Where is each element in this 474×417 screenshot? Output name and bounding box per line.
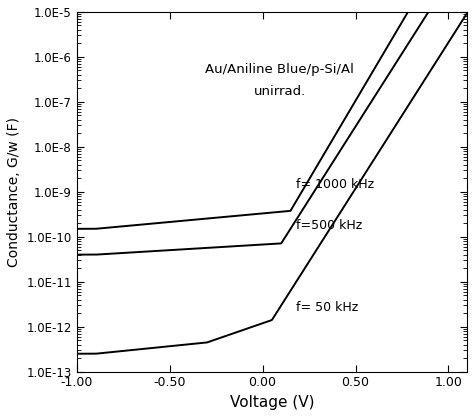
Text: Au/Aniline Blue/p-Si/Al: Au/Aniline Blue/p-Si/Al xyxy=(205,63,354,76)
Text: f=500 kHz: f=500 kHz xyxy=(296,219,362,232)
X-axis label: Voltage (V): Voltage (V) xyxy=(229,395,314,410)
Text: unirrad.: unirrad. xyxy=(254,85,306,98)
Y-axis label: Conductance, G/w (F): Conductance, G/w (F) xyxy=(7,117,21,267)
Text: f= 1000 kHz: f= 1000 kHz xyxy=(296,178,374,191)
Text: f= 50 kHz: f= 50 kHz xyxy=(296,301,358,314)
